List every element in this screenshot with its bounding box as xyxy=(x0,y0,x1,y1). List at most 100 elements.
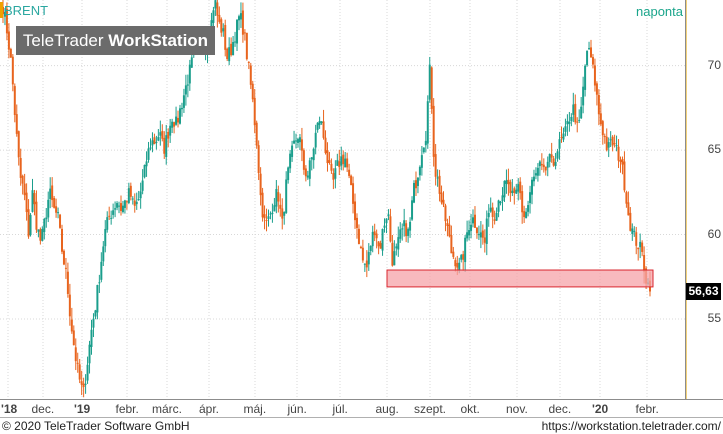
candle-body xyxy=(70,319,73,332)
instrument-label[interactable]: BRENT xyxy=(4,3,49,18)
candle-body xyxy=(287,167,290,181)
candle-body xyxy=(226,48,229,60)
candle-body xyxy=(483,237,486,243)
candle-body xyxy=(432,105,435,157)
candle-body xyxy=(135,201,138,205)
footer: © 2020 TeleTrader Software GmbH https://… xyxy=(0,417,723,434)
candle-body xyxy=(519,181,522,194)
candle-body xyxy=(332,173,335,180)
candle-body xyxy=(220,19,223,33)
candle-body xyxy=(228,47,231,62)
candle-body xyxy=(237,16,240,21)
candle-body xyxy=(338,161,341,168)
footer-url-link[interactable]: https://workstation.teletrader.com/ xyxy=(541,419,721,433)
y-tick-label: 70 xyxy=(707,57,721,72)
candle-body xyxy=(118,205,121,207)
candle-body xyxy=(59,214,62,228)
candle-body xyxy=(53,197,56,208)
candle-body xyxy=(588,48,591,50)
candle-body xyxy=(60,228,63,252)
candle-body xyxy=(352,183,355,204)
candle-body xyxy=(527,205,530,212)
x-tick-label: dec. xyxy=(548,402,572,416)
candle-body xyxy=(532,176,535,182)
candle-body xyxy=(556,151,559,159)
candle-body xyxy=(371,231,374,247)
x-axis[interactable]: '18 dec. '19 febr. márc. ápr. máj. jún. júl. aug.… xyxy=(0,399,723,418)
x-tick-label: dec. xyxy=(31,402,55,416)
candle-body xyxy=(57,212,60,214)
candle-body xyxy=(452,251,455,257)
candle-body xyxy=(9,48,12,58)
candle-body xyxy=(80,381,83,385)
candle-body xyxy=(308,160,311,179)
candle-body xyxy=(621,158,624,165)
candle-body xyxy=(613,143,616,145)
candle-body xyxy=(607,142,610,148)
candle-body xyxy=(511,190,514,194)
candle-body xyxy=(595,83,598,95)
candle-body xyxy=(94,310,97,317)
candle-body xyxy=(273,205,276,212)
last-price-badge: 56,63 xyxy=(686,283,721,301)
candle-body xyxy=(239,13,242,20)
candle-body xyxy=(155,141,158,143)
candle-body xyxy=(291,145,294,157)
teletrader-logo: TeleTrader WorkStation xyxy=(16,26,215,55)
candle-body xyxy=(55,206,58,213)
candle-body xyxy=(169,125,172,136)
candle-body xyxy=(507,179,510,185)
candle-body xyxy=(473,214,476,228)
candle-body xyxy=(619,160,622,163)
candle-body xyxy=(409,221,412,231)
candle-body xyxy=(578,119,581,121)
candle-body xyxy=(381,228,384,251)
candle-body xyxy=(424,140,427,146)
price-chart[interactable] xyxy=(0,0,685,399)
plot-area[interactable]: BRENT TeleTrader WorkStation xyxy=(0,0,686,399)
candle-body xyxy=(143,164,146,178)
candle-body xyxy=(395,246,398,249)
candle-body xyxy=(243,32,246,34)
candle-body xyxy=(218,14,221,22)
candle-body xyxy=(27,209,30,237)
y-axis-panel[interactable]: 55 60 65 70 xyxy=(686,0,723,399)
candle-body xyxy=(477,234,480,236)
candle-body xyxy=(88,344,91,364)
candle-body xyxy=(576,121,579,123)
candle-body xyxy=(546,161,549,168)
candle-body xyxy=(293,140,296,144)
candle-body xyxy=(106,217,109,230)
candle-body xyxy=(11,56,14,85)
candle-body xyxy=(68,294,71,317)
candle-body xyxy=(316,122,319,130)
candle-body xyxy=(562,133,565,140)
x-tick-label: márc. xyxy=(152,402,182,416)
candle-body xyxy=(383,225,386,228)
candle-body xyxy=(499,201,502,204)
candle-body xyxy=(586,50,589,66)
candle-body xyxy=(367,251,370,265)
candle-body xyxy=(454,260,457,267)
candle-body xyxy=(41,228,44,241)
candle-body xyxy=(611,136,614,146)
candle-body xyxy=(92,318,95,328)
candle-body xyxy=(515,189,518,194)
x-tick-label: aug. xyxy=(375,402,399,416)
candle-body xyxy=(418,166,421,176)
candle-body xyxy=(159,132,162,136)
candle-body xyxy=(346,158,349,168)
candle-body xyxy=(241,10,244,35)
candle-body xyxy=(190,57,193,68)
candle-body xyxy=(147,148,150,160)
candle-body xyxy=(641,242,644,252)
candle-body xyxy=(51,185,54,201)
x-tick-label: '19 xyxy=(74,402,91,416)
candle-body xyxy=(182,95,185,108)
period-label[interactable]: naponta xyxy=(636,4,683,19)
candle-body xyxy=(285,179,288,213)
x-tick-label: szept. xyxy=(414,402,447,416)
candle-body xyxy=(416,177,419,186)
candle-body xyxy=(379,243,382,249)
candle-body xyxy=(544,166,547,171)
